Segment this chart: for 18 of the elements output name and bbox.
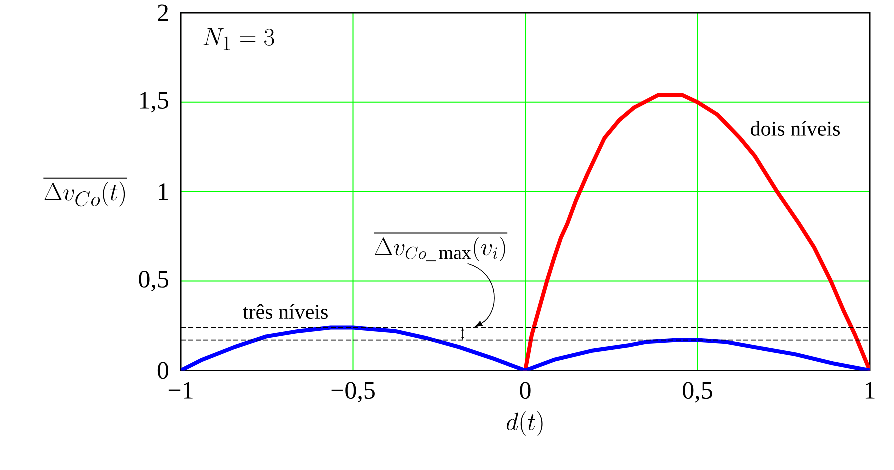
x-axis-title: $d(t)$ <box>506 412 543 436</box>
line-series <box>524 93 870 371</box>
annotation: $\overline{\Delta v_{Co\_\max}(v_{i})}$ <box>374 233 508 262</box>
series-label: dois níveis <box>751 121 840 136</box>
x-tick-label: −0,5 <box>332 382 375 403</box>
x-tick-label: 0 <box>520 382 531 400</box>
y-tick-label: 1,5 <box>140 92 168 113</box>
x-tick-label: 0,5 <box>683 382 712 403</box>
y-axis-title: $\overline{\Delta v_{Co}(t)}$ <box>44 178 128 207</box>
y-tick-label: 2 <box>158 4 168 22</box>
y-tick-label: 1 <box>159 184 168 200</box>
y-tick-label: 0 <box>158 362 169 380</box>
x-tick-label: 1 <box>866 382 875 399</box>
line-series <box>181 326 870 371</box>
series-label: três níveis <box>243 304 328 320</box>
annotation: $N_{1}=3$ <box>204 28 274 50</box>
x-tick-label: −1 <box>168 382 193 399</box>
y-tick-label: 0,5 <box>139 271 168 292</box>
